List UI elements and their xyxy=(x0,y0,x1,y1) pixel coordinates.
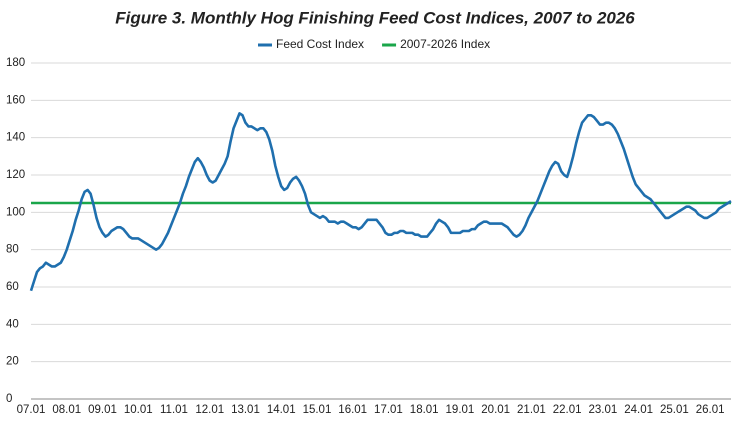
x-tick-label: 20.01 xyxy=(481,404,510,416)
x-tick-label: 21.01 xyxy=(517,404,546,416)
x-tick-label: 07.01 xyxy=(17,404,46,416)
x-tick-label: 19.01 xyxy=(446,404,475,416)
x-tick-label: 09.01 xyxy=(88,404,117,416)
y-tick-label: 40 xyxy=(6,318,19,330)
x-tick-label: 15.01 xyxy=(303,404,332,416)
x-tick-label: 17.01 xyxy=(374,404,403,416)
y-tick-label: 20 xyxy=(6,356,19,368)
data-line xyxy=(29,112,732,292)
y-tick-label: 140 xyxy=(6,132,25,144)
y-tick-label: 100 xyxy=(6,206,25,218)
x-tick-label: 26.01 xyxy=(696,404,725,416)
x-tick-label: 25.01 xyxy=(660,404,689,416)
x-tick-label: 08.01 xyxy=(52,404,81,416)
y-tick-label: 60 xyxy=(6,281,19,293)
y-tick-label: 80 xyxy=(6,244,19,256)
x-tick-label: 18.01 xyxy=(410,404,439,416)
x-tick-label: 11.01 xyxy=(160,404,188,416)
x-tick-label: 16.01 xyxy=(338,404,367,416)
x-tick-label: 23.01 xyxy=(589,404,618,416)
x-tick-label: 22.01 xyxy=(553,404,582,416)
y-tick-label: 0 xyxy=(6,393,12,405)
x-tick-label: 14.01 xyxy=(267,404,296,416)
x-tick-label: 24.01 xyxy=(624,404,653,416)
legend-label: Feed Cost Index xyxy=(276,37,364,51)
chart-title: Figure 3. Monthly Hog Finishing Feed Cos… xyxy=(115,8,635,27)
x-tick-label: 10.01 xyxy=(124,404,153,416)
y-tick-label: 180 xyxy=(6,57,25,69)
x-tick-label: 13.01 xyxy=(231,404,260,416)
legend-label: 2007-2026 Index xyxy=(400,37,490,51)
y-tick-label: 160 xyxy=(6,94,25,106)
x-tick-label: 12.01 xyxy=(195,404,224,416)
y-tick-label: 120 xyxy=(6,169,25,181)
